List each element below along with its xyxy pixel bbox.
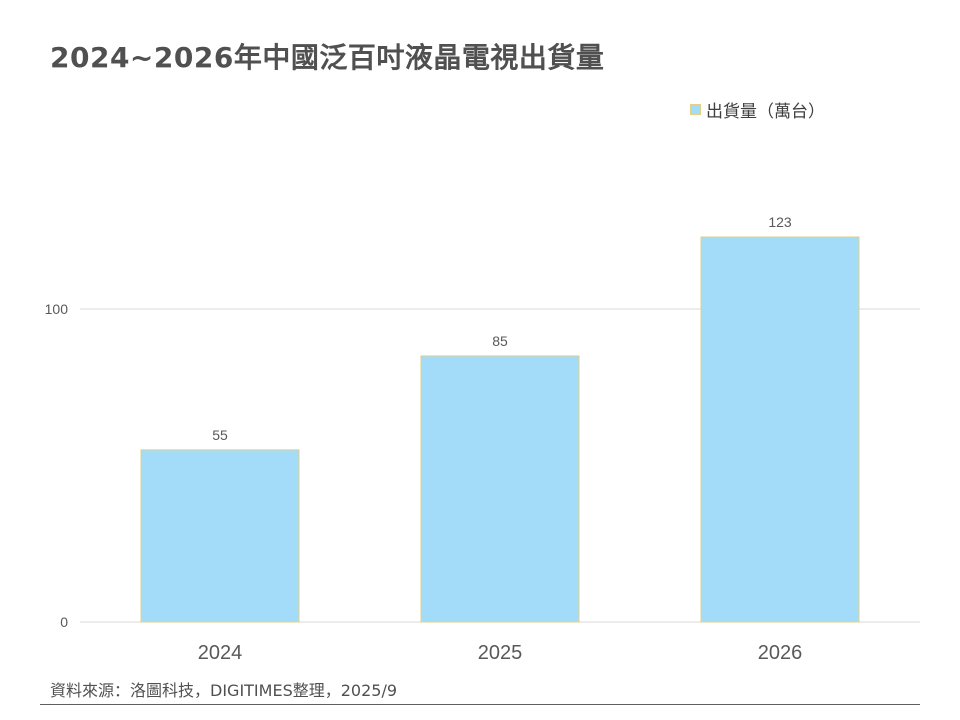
axes: 0 100 2024 2025 2026	[45, 301, 803, 664]
data-label-2026: 123	[768, 214, 792, 230]
bar-2024	[140, 449, 300, 623]
legend: 出貨量（萬台）	[690, 97, 825, 122]
x-tick-label-2024: 2024	[198, 642, 243, 664]
bars	[140, 236, 860, 623]
source-note: 資料來源：洛圖科技，DIGITIMES整理，2025/9	[50, 681, 398, 700]
bottom-divider	[40, 704, 920, 705]
x-tick-label-2026: 2026	[758, 642, 803, 664]
data-labels: 55 85 123	[212, 214, 792, 443]
chart-title: 2024~2026年中國泛百吋液晶電視出貨量	[50, 41, 605, 74]
x-tick-label-2025: 2025	[478, 642, 523, 664]
bar-2025	[420, 355, 580, 623]
y-tick-label-0: 0	[60, 614, 68, 630]
legend-label: 出貨量（萬台）	[706, 102, 825, 122]
data-label-2024: 55	[212, 427, 228, 443]
data-label-2025: 85	[492, 333, 508, 349]
y-tick-label-100: 100	[45, 301, 69, 317]
legend-swatch	[690, 104, 701, 115]
bar-2026	[700, 236, 860, 623]
